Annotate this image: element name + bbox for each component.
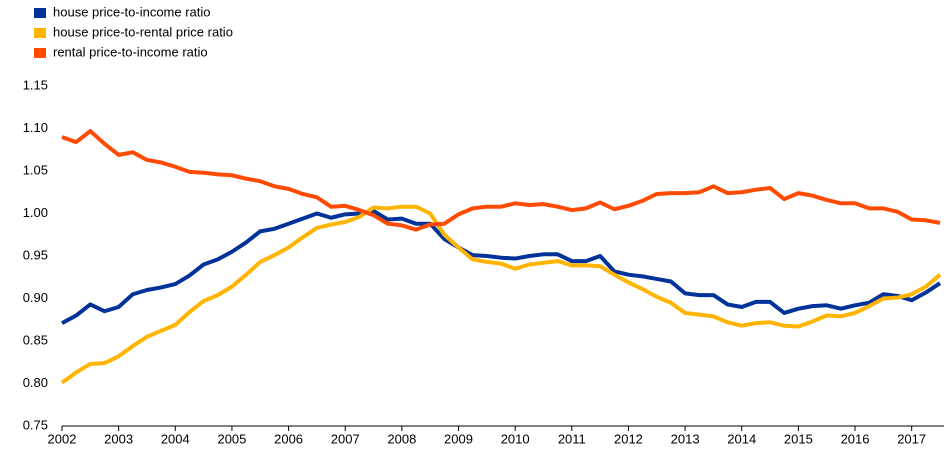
legend-swatch: [34, 48, 46, 58]
legend-label: rental price-to-income ratio: [53, 44, 208, 59]
legend-swatch: [34, 28, 46, 38]
x-tick-label: 2015: [784, 431, 813, 446]
y-tick-label: 1.15: [23, 77, 48, 92]
x-tick-label: 2012: [614, 431, 643, 446]
x-tick-label: 2008: [387, 431, 416, 446]
series-line: [61, 208, 942, 325]
legend-label: house price-to-rental price ratio: [53, 24, 233, 39]
x-tick-label: 2011: [558, 431, 586, 446]
legend-swatch: [34, 8, 46, 18]
series-line: [60, 204, 942, 385]
x-tick-label: 2016: [841, 431, 870, 446]
y-tick-label: 0.90: [23, 290, 48, 305]
y-tick-label: 1.05: [23, 162, 48, 177]
x-tick-label: 2003: [104, 431, 133, 446]
x-tick-label: 2010: [501, 431, 530, 446]
y-tick-label: 0.80: [23, 375, 48, 390]
x-tick-label: 2017: [897, 431, 926, 446]
y-tick-label: 0.95: [23, 247, 48, 262]
series-line: [61, 129, 941, 232]
y-tick-label: 1.00: [23, 205, 48, 220]
x-tick-label: 2009: [444, 431, 473, 446]
y-tick-label: 1.10: [23, 120, 48, 135]
x-tick-label: 2004: [161, 431, 190, 446]
x-tick-label: 2014: [727, 431, 756, 446]
y-tick-label: 0.85: [23, 332, 48, 347]
x-tick-label: 2007: [331, 431, 360, 446]
x-tick-label: 2006: [274, 431, 303, 446]
legend-label: house price-to-income ratio: [53, 4, 211, 19]
x-tick-label: 2005: [217, 431, 246, 446]
x-tick-label: 2013: [671, 431, 700, 446]
x-tick-label: 2002: [48, 431, 77, 446]
y-tick-label: 0.75: [23, 417, 48, 432]
